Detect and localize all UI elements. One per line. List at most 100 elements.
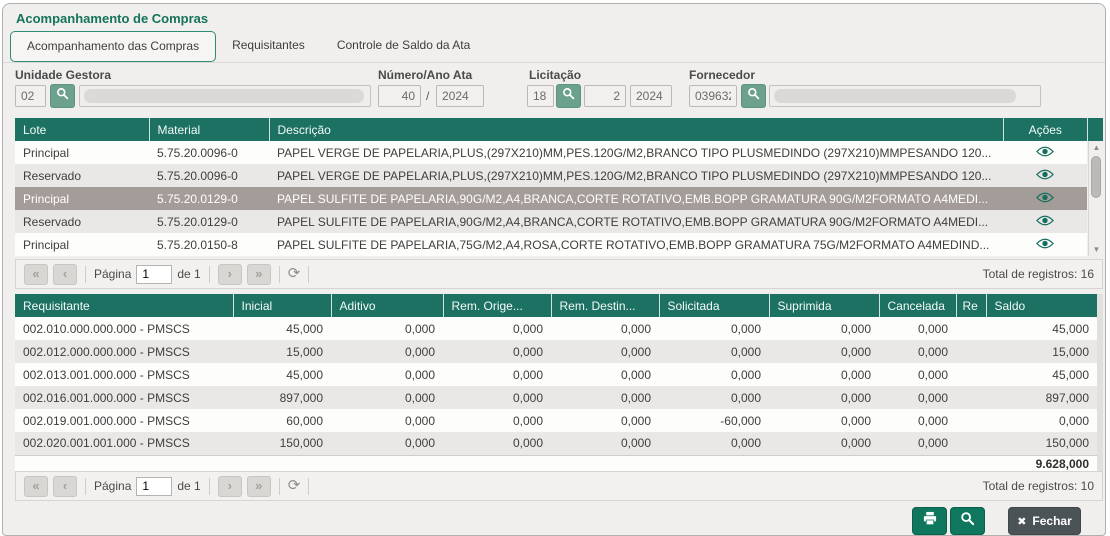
cell-descricao: PAPEL SULFITE DE PAPELARIA,75G/M2,A4,ROS…: [269, 233, 1003, 256]
table-row[interactable]: Principal 5.75.20.0150-8 PAPEL SULFITE D…: [15, 233, 1087, 256]
table-row[interactable]: 002.013.001.000.000 - PMSCS 45,000 0,000…: [15, 363, 1097, 386]
col-suprimida[interactable]: Suprimida: [769, 294, 880, 317]
col-requisitante[interactable]: Requisitante: [15, 294, 234, 317]
col-aditivo[interactable]: Aditivo: [331, 294, 444, 317]
table-row[interactable]: 002.010.000.000.000 - PMSCS 45,000 0,000…: [15, 317, 1097, 340]
view-eye-icon[interactable]: [1011, 146, 1079, 157]
divider: [85, 477, 86, 495]
tab-controle-de-saldo-da-ata[interactable]: Controle de Saldo da Ata: [336, 38, 471, 52]
vertical-scrollbar[interactable]: ▲ ▼: [1088, 141, 1103, 256]
prev-page-button[interactable]: ‹: [53, 263, 77, 285]
col-descricao[interactable]: Descrição: [269, 118, 1004, 141]
search-icon: [562, 87, 575, 105]
total-records-label: Total de registros: 10: [982, 479, 1094, 493]
table-row[interactable]: Principal 5.75.20.0096-0 PAPEL VERGE DE …: [15, 141, 1087, 164]
vertical-scrollbar-track[interactable]: [1097, 294, 1103, 472]
lots-header-row: Lote Material Descrição Ações: [15, 118, 1087, 141]
page-label: Página: [94, 267, 132, 281]
table-row-selected[interactable]: Principal 5.75.20.0129-0 PAPEL SULFITE D…: [15, 187, 1087, 210]
fornecedor-label: Fornecedor: [689, 68, 756, 82]
col-rem-origem[interactable]: Rem. Orige...: [443, 294, 552, 317]
next-page-button[interactable]: ›: [217, 475, 242, 497]
col-saldo[interactable]: Saldo: [986, 294, 1097, 317]
col-material[interactable]: Material: [149, 118, 270, 141]
lots-pagination-bar: « ‹ Página de 1 › » ⟳ Total de registros…: [15, 259, 1103, 289]
divider: [85, 265, 86, 283]
col-cancelada[interactable]: Cancelada: [879, 294, 957, 317]
col-re[interactable]: Re: [956, 294, 987, 317]
divider: [308, 265, 310, 283]
ata-separator: /: [426, 89, 430, 103]
divider: [208, 477, 210, 495]
licitacao-numero-input[interactable]: [584, 85, 626, 107]
view-eye-icon[interactable]: [1011, 215, 1079, 226]
licitacao-ano-input[interactable]: [630, 85, 672, 107]
col-rem-destino[interactable]: Rem. Destin...: [551, 294, 660, 317]
close-button-label: Fechar: [1032, 514, 1072, 528]
view-eye-icon[interactable]: [1011, 169, 1079, 180]
page-input[interactable]: [136, 476, 173, 496]
page-of-label: de 1: [177, 267, 201, 281]
search-button[interactable]: [950, 507, 985, 535]
col-inicial[interactable]: Inicial: [233, 294, 332, 317]
first-page-button[interactable]: «: [24, 475, 48, 497]
ano-ata-input[interactable]: [436, 85, 484, 107]
cell-requisitante: 002.010.000.000.000 - PMSCS: [15, 317, 233, 340]
cell-descricao: PAPEL SULFITE DE PAPELARIA,90G/M2,A4,BRA…: [269, 210, 1003, 233]
view-eye-icon[interactable]: [1011, 238, 1079, 249]
tab-bar: Acompanhamento das Compras Requisitantes…: [10, 31, 486, 62]
col-lote[interactable]: Lote: [15, 118, 150, 141]
unidade-gestora-search-button[interactable]: [50, 84, 75, 108]
unidade-gestora-label: Unidade Gestora: [15, 68, 112, 82]
last-page-button[interactable]: »: [246, 263, 271, 285]
table-row[interactable]: 002.019.001.000.000 - PMSCS 60,000 0,000…: [15, 409, 1097, 432]
requisitantes-header-row: Requisitante Inicial Aditivo Rem. Orige.…: [15, 294, 1097, 317]
page-label: Página: [94, 479, 132, 493]
cell-descricao: PAPEL VERGE DE PAPELARIA,PLUS,(297X210)M…: [269, 141, 1003, 164]
requisitantes-table: Requisitante Inicial Aditivo Rem. Orige.…: [15, 294, 1103, 472]
scroll-up-icon[interactable]: ▲: [1092, 143, 1101, 152]
first-page-button[interactable]: «: [24, 263, 48, 285]
summary-row: 9.628,000: [15, 454, 1097, 472]
tab-requisitantes[interactable]: Requisitantes: [232, 38, 305, 52]
licitacao-code-input[interactable]: [527, 85, 554, 107]
cell-requisitante: 002.013.001.000.000 - PMSCS: [15, 363, 233, 386]
fornecedor-code-input[interactable]: [689, 85, 737, 107]
numero-ata-input[interactable]: [378, 85, 421, 107]
unidade-gestora-name-field: [79, 85, 371, 107]
fornecedor-name-field: [769, 85, 1041, 107]
view-eye-icon[interactable]: [1011, 192, 1079, 203]
close-button[interactable]: ✖ Fechar: [1008, 507, 1081, 535]
refresh-icon[interactable]: ⟳: [287, 265, 301, 282]
page-of-label: de 1: [177, 479, 201, 493]
tab-divider: [3, 62, 1105, 63]
scroll-down-icon[interactable]: ▼: [1092, 245, 1101, 254]
fornecedor-search-button[interactable]: [741, 84, 766, 108]
cell-material: 5.75.20.0129-0: [149, 210, 269, 233]
page-title: Acompanhamento de Compras: [16, 11, 209, 26]
table-row[interactable]: 002.016.001.000.000 - PMSCS 897,000 0,00…: [15, 386, 1097, 409]
cell-lote: Reservado: [15, 210, 149, 233]
last-page-button[interactable]: »: [246, 475, 271, 497]
cell-material: 5.75.20.0150-8: [149, 233, 269, 256]
unidade-gestora-input[interactable]: [15, 85, 46, 107]
scrollbar-thumb[interactable]: [1091, 156, 1101, 198]
next-page-button[interactable]: ›: [217, 263, 242, 285]
refresh-icon[interactable]: ⟳: [287, 477, 301, 494]
table-row[interactable]: Reservado 5.75.20.0096-0 PAPEL VERGE DE …: [15, 164, 1087, 187]
cell-lote: Principal: [15, 141, 149, 164]
table-row[interactable]: 002.012.000.000.000 - PMSCS 15,000 0,000…: [15, 340, 1097, 363]
table-row[interactable]: 002.020.001.001.000 - PMSCS 150,000 0,00…: [15, 432, 1097, 455]
col-solicitada[interactable]: Solicitada: [659, 294, 770, 317]
licitacao-search-button[interactable]: [556, 84, 581, 108]
cell-requisitante: 002.020.001.001.000 - PMSCS: [15, 432, 233, 455]
close-icon: ✖: [1017, 515, 1027, 528]
print-button[interactable]: [912, 507, 947, 535]
col-acoes[interactable]: Ações: [1003, 118, 1087, 141]
tab-acompanhamento-das-compras[interactable]: Acompanhamento das Compras: [10, 31, 217, 62]
prev-page-button[interactable]: ‹: [53, 475, 77, 497]
table-row[interactable]: Reservado 5.75.20.0129-0 PAPEL SULFITE D…: [15, 210, 1087, 233]
page-input[interactable]: [136, 264, 173, 284]
cell-lote: Principal: [15, 187, 149, 210]
total-records-label: Total de registros: 16: [982, 267, 1094, 281]
